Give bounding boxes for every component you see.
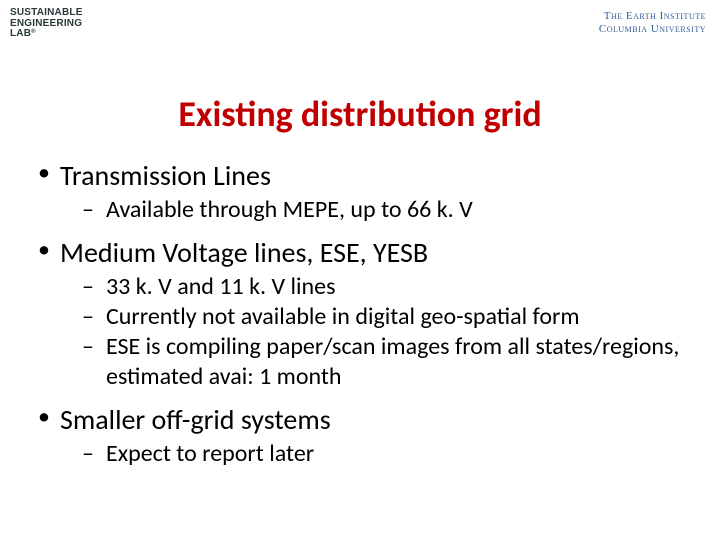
bullet-l1: Smaller off-grid systems Expect to repor… xyxy=(36,402,684,469)
bullet-l2-text: Expect to report later xyxy=(106,439,314,468)
logo-right: The Earth Institute Columbia University xyxy=(599,10,706,35)
bullet-sub-list: 33 k. V and 11 k. V lines Currently not … xyxy=(60,272,684,392)
logo-left: SUSTAINABLE ENGINEERING LAB® xyxy=(10,8,83,40)
bullet-l1-text: Transmission Lines xyxy=(60,158,271,193)
bullet-l1: Medium Voltage lines, ESE, YESB 33 k. V … xyxy=(36,235,684,392)
bullet-l2-text: Currently not available in digital geo-s… xyxy=(106,302,580,331)
bullet-l1-text: Medium Voltage lines, ESE, YESB xyxy=(60,235,428,270)
bullet-l1: Transmission Lines Available through MEP… xyxy=(36,158,684,225)
slide: SUSTAINABLE ENGINEERING LAB® The Earth I… xyxy=(0,0,720,540)
bullet-l2: Available through MEPE, up to 66 k. V xyxy=(60,195,684,225)
logo-left-reg: ® xyxy=(31,29,36,35)
slide-content: Transmission Lines Available through MEP… xyxy=(36,158,684,479)
bullet-list: Transmission Lines Available through MEP… xyxy=(36,158,684,469)
bullet-l2-text: 33 k. V and 11 k. V lines xyxy=(106,272,335,301)
logo-right-line2: Columbia University xyxy=(599,23,706,36)
bullet-l2: ESE is compiling paper/scan images from … xyxy=(60,332,684,392)
bullet-l1-text: Smaller off-grid systems xyxy=(60,402,331,437)
logo-left-line1: SUSTAINABLE xyxy=(10,7,83,18)
bullet-l2: 33 k. V and 11 k. V lines xyxy=(60,272,684,302)
slide-title: Existing distribution grid xyxy=(0,92,720,136)
logo-right-line1: The Earth Institute xyxy=(599,10,706,23)
bullet-sub-list: Available through MEPE, up to 66 k. V xyxy=(60,195,684,225)
bullet-l2-text: ESE is compiling paper/scan images from … xyxy=(106,332,679,391)
bullet-l2: Expect to report later xyxy=(60,439,684,469)
bullet-l2: Currently not available in digital geo-s… xyxy=(60,302,684,332)
bullet-l2-text: Available through MEPE, up to 66 k. V xyxy=(106,195,473,224)
logo-left-line3: LAB xyxy=(10,28,31,39)
bullet-sub-list: Expect to report later xyxy=(60,439,684,469)
logo-left-line2: ENGINEERING xyxy=(10,18,82,29)
